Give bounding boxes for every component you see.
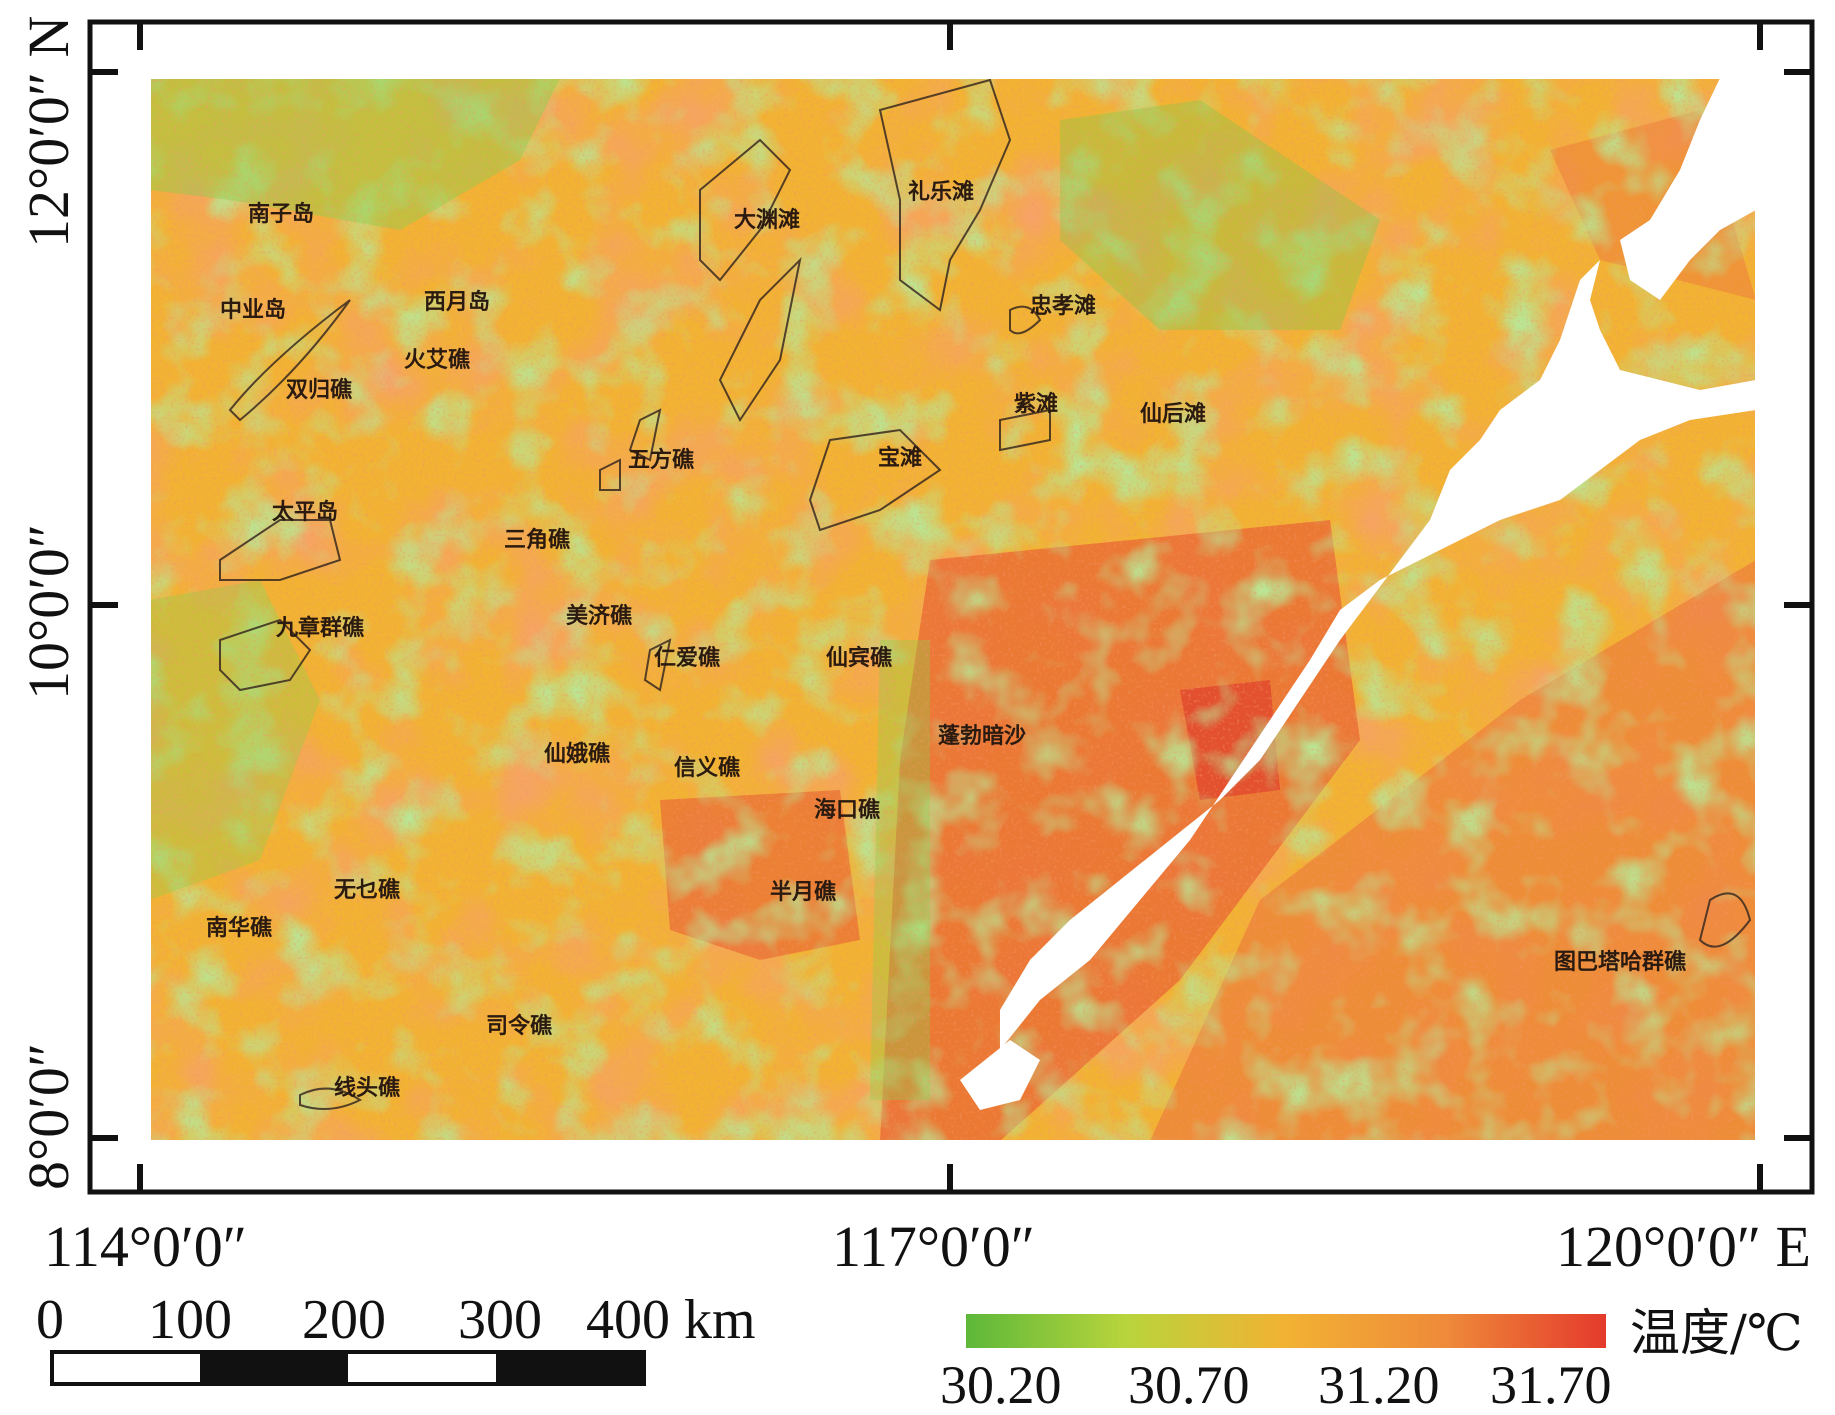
place-label: 宝滩 <box>878 446 923 471</box>
place-label: 礼乐滩 <box>908 180 975 205</box>
place-label: 蓬勃暗沙 <box>938 724 1027 749</box>
scale-tick-label: 0 <box>36 1289 64 1351</box>
place-label: 司令礁 <box>486 1014 553 1039</box>
longitude-label-117e: 117°0′0″ <box>832 1214 1035 1279</box>
place-label: 半月礁 <box>770 880 837 905</box>
place-label: 无乜礁 <box>334 878 401 903</box>
place-label: 南华礁 <box>206 916 273 941</box>
scale-tick-label: 400 km <box>586 1289 756 1351</box>
scale-tick-label: 200 <box>302 1289 386 1351</box>
place-label: 双归礁 <box>286 378 353 403</box>
place-label: 太平岛 <box>272 500 339 525</box>
scale-tick-label: 100 <box>148 1289 232 1351</box>
place-label: 忠孝滩 <box>1030 294 1097 319</box>
place-label: 信义礁 <box>674 756 741 781</box>
place-label: 九章群礁 <box>276 616 365 641</box>
legend-color-bar <box>966 1314 1606 1348</box>
place-label: 中业岛 <box>220 298 287 323</box>
legend-tick-label: 30.70 <box>1128 1355 1250 1415</box>
longitude-label-120e: 120°0′0″ E <box>1556 1214 1811 1279</box>
longitude-label-114e: 114°0′0″ <box>44 1214 247 1279</box>
temperature-raster <box>150 78 1756 1141</box>
place-label: 五方礁 <box>628 448 695 473</box>
latitude-label-8n: 8°0′0″ <box>16 1042 81 1190</box>
legend-title: 温度/℃ <box>1630 1304 1803 1362</box>
place-label: 图巴塔哈群礁 <box>1554 950 1687 975</box>
place-label: 美济礁 <box>566 604 633 629</box>
place-label: 线头礁 <box>334 1076 401 1101</box>
place-label: 仁爱礁 <box>654 646 721 671</box>
latitude-label-12n: 12°0′0″ N <box>16 15 81 248</box>
map-inner-border <box>149 77 1757 1142</box>
place-label: 仙后滩 <box>1140 402 1207 427</box>
place-label: 仙娥礁 <box>544 742 611 767</box>
place-label: 大渊滩 <box>734 208 801 233</box>
place-label: 紫滩 <box>1014 392 1059 417</box>
place-label: 海口礁 <box>814 798 881 823</box>
legend-tick-label: 30.20 <box>940 1355 1062 1415</box>
place-label: 三角礁 <box>504 528 571 553</box>
scale-tick-label: 300 <box>458 1289 542 1351</box>
place-label: 仙宾礁 <box>826 646 893 671</box>
place-label: 西月岛 <box>424 290 491 315</box>
legend-tick-label: 31.20 <box>1318 1355 1440 1415</box>
place-label: 南子岛 <box>248 202 315 227</box>
place-label: 火艾礁 <box>404 348 471 373</box>
scale-bar-graphic <box>50 1350 646 1386</box>
legend-tick-label: 31.70 <box>1490 1355 1612 1415</box>
latitude-label-10n: 10°0′0″ <box>16 523 81 700</box>
grid-ticks <box>90 22 1812 1192</box>
